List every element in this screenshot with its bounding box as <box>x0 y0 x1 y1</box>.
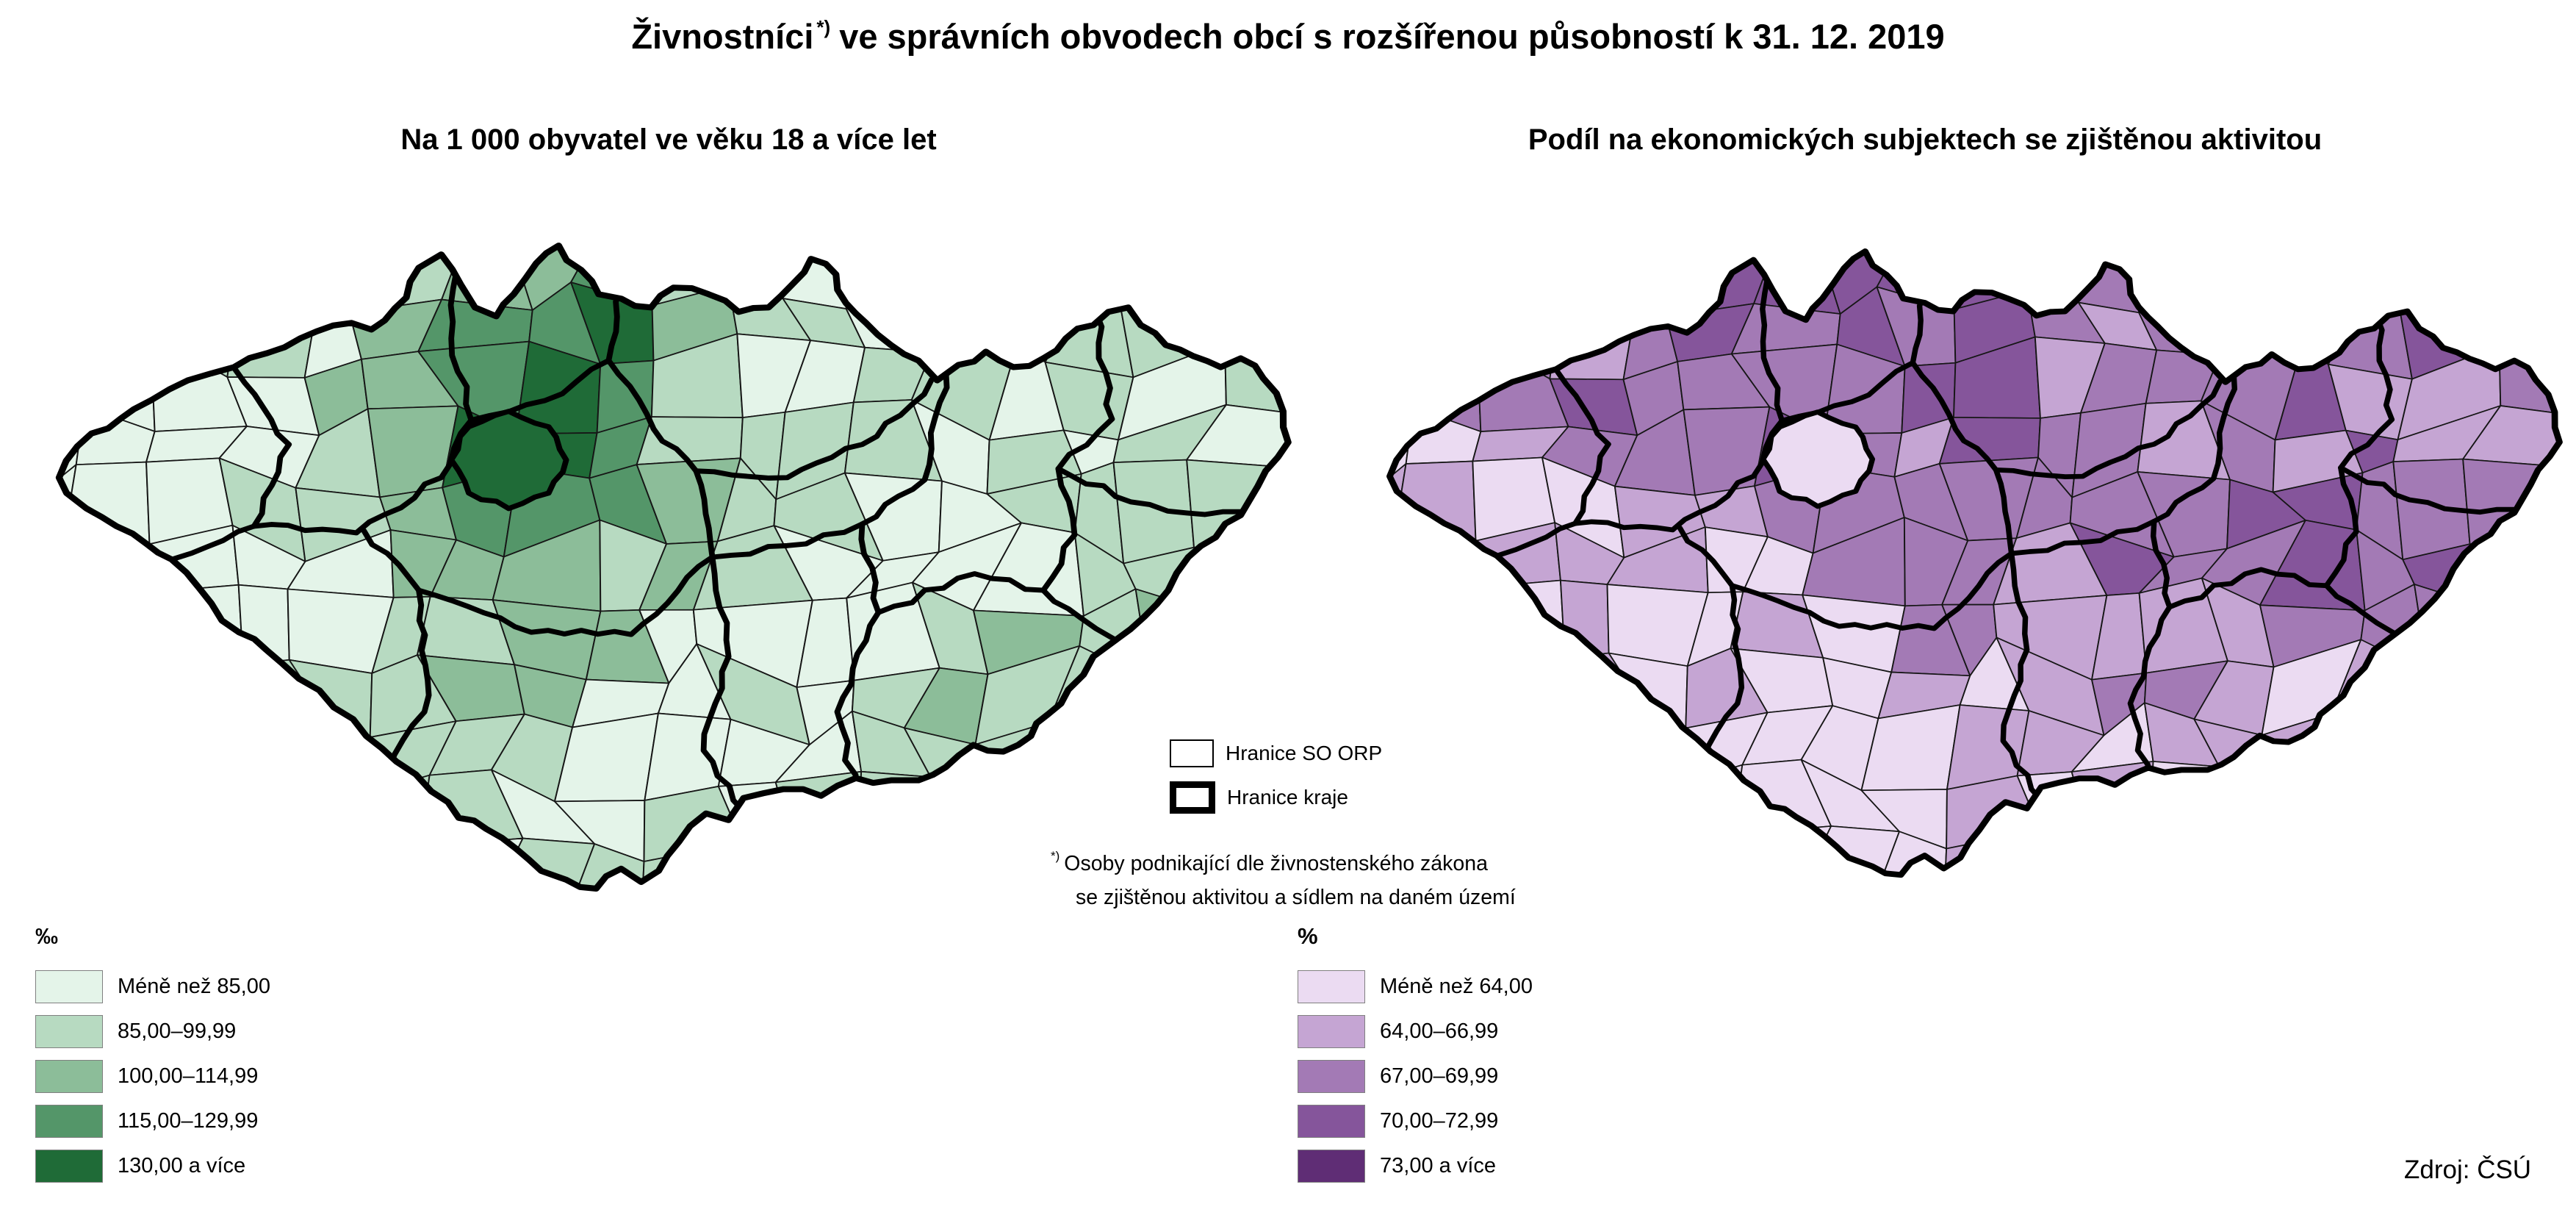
legend-row: 115,00–129,99 <box>35 1105 270 1138</box>
footnote-line1: Osoby podnikající dle živnostenského zák… <box>1064 852 1488 875</box>
legend-left-permille: ‰ Méně než 85,00 85,00–99,99 100,00–114,99 1… <box>35 923 270 1194</box>
map-left-green-per-1000 <box>44 193 1293 922</box>
legend-swatch <box>35 1150 103 1183</box>
legend-label: 115,00–129,99 <box>118 1109 259 1133</box>
boundary-legend: Hranice SO ORP Hranice kraje <box>1170 739 1382 828</box>
legend-row: 73,00 a více <box>1298 1150 1533 1183</box>
legend-label: 70,00–72,99 <box>1380 1109 1499 1133</box>
legend-row: 70,00–72,99 <box>1298 1105 1533 1138</box>
boundary-legend-row: Hranice SO ORP <box>1170 739 1382 767</box>
prague-region <box>448 409 569 512</box>
legend-label: Méně než 64,00 <box>1380 975 1533 998</box>
legend-swatch <box>35 970 103 1003</box>
orp-regions <box>1389 251 2560 875</box>
legend-swatch <box>35 1015 103 1048</box>
legend-right-percent: % Méně než 64,00 64,00–66,99 67,00–69,99 70,… <box>1298 923 1533 1194</box>
legend-swatch <box>1298 970 1365 1003</box>
legend-row: 100,00–114,99 <box>35 1060 270 1093</box>
boundary-legend-row: Hranice kraje <box>1170 781 1382 814</box>
legend-swatch <box>35 1105 103 1138</box>
legend-label: 64,00–66,99 <box>1380 1019 1499 1043</box>
boundary-legend-label: Hranice SO ORP <box>1226 742 1383 764</box>
legend-swatch <box>1298 1060 1365 1093</box>
legend-row: 130,00 a více <box>35 1150 270 1183</box>
boundary-legend-label: Hranice kraje <box>1227 786 1348 809</box>
czech-republic-map <box>55 243 1292 892</box>
legend-row: 85,00–99,99 <box>35 1015 270 1048</box>
title-text: Živnostníci <box>631 17 814 56</box>
page-title: Živnostníci *) ve správních obvodech obcí … <box>0 16 2576 57</box>
legend-unit-left: ‰ <box>35 923 58 949</box>
map-right-purple-share <box>1375 200 2564 907</box>
state-border <box>55 243 1292 892</box>
legend-label: 85,00–99,99 <box>118 1019 237 1043</box>
legend-swatch <box>1298 1150 1365 1183</box>
footnote: *) Osoby podnikající dle živnostenského z… <box>1051 839 1516 914</box>
legend-label: 130,00 a více <box>118 1154 246 1178</box>
footnote-line2: se zjištěnou aktivitou a sídlem na daném… <box>1076 886 1516 909</box>
orp-border-sample <box>1170 739 1214 767</box>
kraj-boundaries <box>156 269 1262 814</box>
legend-label: Méně než 85,00 <box>118 975 270 998</box>
czech-republic-map <box>1386 248 2563 878</box>
source-credit: Zdroj: ČSÚ <box>2404 1155 2532 1184</box>
legend-row: Méně než 85,00 <box>35 970 270 1003</box>
legend-swatch <box>35 1060 103 1093</box>
legend-row: 64,00–66,99 <box>1298 1015 1533 1048</box>
state-border <box>1386 248 2563 878</box>
kraj-border-sample <box>1170 781 1215 814</box>
orp-regions <box>59 245 1289 889</box>
legend-unit-right: % <box>1298 923 1318 949</box>
footnote-marker: *) <box>1051 849 1060 863</box>
legend-row: 67,00–69,99 <box>1298 1060 1533 1093</box>
legend-swatch <box>1298 1105 1365 1138</box>
legend-swatch <box>1298 1015 1365 1048</box>
legend-row: Méně než 64,00 <box>1298 970 1533 1003</box>
legend-label: 100,00–114,99 <box>118 1064 259 1088</box>
title-rest: ve správních obvodech obcí s rozšířenou … <box>839 17 1945 56</box>
legend-label: 73,00 a více <box>1380 1154 1496 1178</box>
right-map-subtitle: Podíl na ekonomických subjektech se zjiš… <box>1528 123 2323 156</box>
legend-label: 67,00–69,99 <box>1380 1064 1499 1088</box>
left-map-subtitle: Na 1 000 obyvatel ve věku 18 a více let <box>400 123 937 156</box>
title-footnote-marker: *) <box>816 16 831 38</box>
prague-region <box>1760 409 1876 509</box>
